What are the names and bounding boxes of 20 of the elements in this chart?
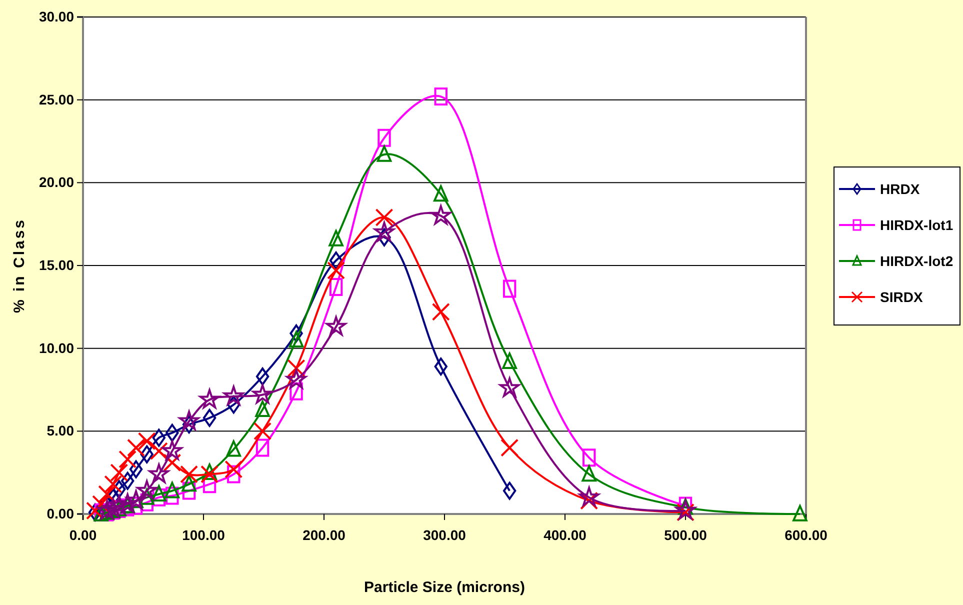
x-tick-label: 200.00 (302, 526, 346, 543)
legend-label: HIRDX-lot1 (880, 217, 954, 233)
x-tick-label: 0.00 (69, 526, 97, 543)
x-tick-label: 300.00 (423, 526, 466, 543)
x-tick-label: 500.00 (664, 526, 708, 543)
y-tick-label: 15.00 (38, 256, 74, 273)
x-tick-label: 400.00 (544, 526, 587, 543)
legend-label: SIRDX (880, 289, 924, 305)
y-tick-label: 10.00 (38, 340, 74, 356)
y-tick-label: 25.00 (38, 91, 74, 108)
y-tick-label: 0.00 (46, 505, 74, 522)
y-tick-label: 20.00 (38, 174, 74, 190)
y-tick-label: 30.00 (38, 8, 74, 24)
y-tick-label: 5.00 (46, 422, 74, 439)
x-axis-title: Particle Size (microns) (364, 579, 525, 596)
x-tick-label: 600.00 (784, 526, 828, 543)
x-tick-label: 100.00 (182, 526, 226, 543)
legend-label: HIRDX-lot2 (880, 253, 954, 269)
y-axis-title: % in Class (11, 218, 28, 314)
legend-label: HRDX (880, 181, 920, 197)
